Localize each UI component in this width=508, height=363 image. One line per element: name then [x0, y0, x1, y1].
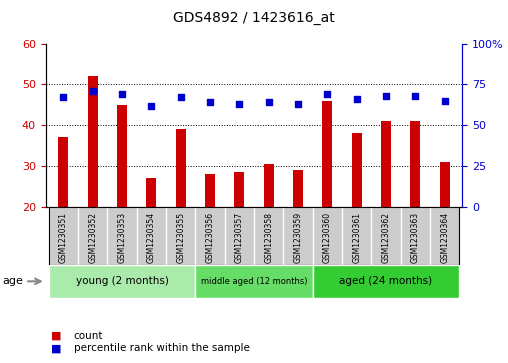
- Bar: [58, 138, 69, 207]
- Bar: [410, 121, 421, 207]
- Text: GSM1230359: GSM1230359: [294, 212, 302, 263]
- Text: ■: ■: [51, 343, 61, 354]
- Point: [235, 101, 243, 107]
- Point: [88, 88, 97, 94]
- Point: [323, 91, 331, 97]
- Bar: [49, 265, 196, 298]
- Point: [294, 101, 302, 107]
- Text: GSM1230364: GSM1230364: [440, 212, 449, 263]
- Bar: [117, 105, 127, 207]
- Point: [147, 103, 155, 109]
- Bar: [146, 178, 156, 207]
- Text: GSM1230357: GSM1230357: [235, 212, 244, 263]
- Text: GSM1230354: GSM1230354: [147, 212, 156, 263]
- Text: ■: ■: [51, 331, 61, 341]
- Point: [265, 99, 273, 105]
- Bar: [87, 76, 98, 207]
- Text: age: age: [3, 276, 23, 286]
- Point: [411, 93, 420, 99]
- Text: aged (24 months): aged (24 months): [339, 276, 433, 286]
- Point: [382, 93, 390, 99]
- Text: GSM1230362: GSM1230362: [382, 212, 391, 262]
- Bar: [312, 265, 459, 298]
- Bar: [205, 174, 215, 207]
- Text: percentile rank within the sample: percentile rank within the sample: [74, 343, 249, 354]
- Point: [440, 98, 449, 103]
- Point: [177, 94, 185, 100]
- Bar: [234, 172, 244, 207]
- Text: GSM1230363: GSM1230363: [411, 212, 420, 263]
- Text: GSM1230360: GSM1230360: [323, 212, 332, 263]
- Text: GSM1230351: GSM1230351: [59, 212, 68, 262]
- Point: [118, 91, 126, 97]
- Text: GSM1230352: GSM1230352: [88, 212, 97, 262]
- Text: GSM1230353: GSM1230353: [117, 212, 126, 263]
- Text: count: count: [74, 331, 103, 341]
- Bar: [322, 101, 332, 207]
- Text: GDS4892 / 1423616_at: GDS4892 / 1423616_at: [173, 11, 335, 25]
- Text: GSM1230361: GSM1230361: [352, 212, 361, 262]
- Bar: [176, 129, 186, 207]
- Bar: [196, 265, 312, 298]
- Bar: [439, 162, 450, 207]
- Text: young (2 months): young (2 months): [76, 276, 169, 286]
- Bar: [352, 133, 362, 207]
- Point: [59, 94, 68, 100]
- Text: middle aged (12 months): middle aged (12 months): [201, 277, 307, 286]
- Point: [353, 96, 361, 102]
- Point: [206, 99, 214, 105]
- Bar: [264, 164, 274, 207]
- Text: GSM1230358: GSM1230358: [264, 212, 273, 262]
- Text: GSM1230355: GSM1230355: [176, 212, 185, 263]
- Bar: [293, 170, 303, 207]
- Text: GSM1230356: GSM1230356: [206, 212, 214, 263]
- Bar: [381, 121, 391, 207]
